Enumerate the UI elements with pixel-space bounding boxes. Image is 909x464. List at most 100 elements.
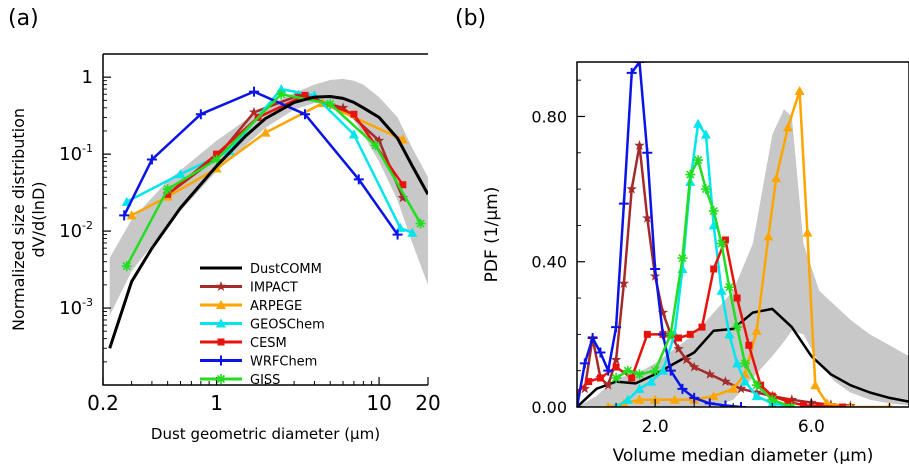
data-point-giss [685,169,696,180]
y-tick-base: 10 [59,298,82,319]
y-tick-exponent: -2 [82,219,93,232]
x-tick-label: 1 [210,391,223,415]
data-point-giss [634,369,645,380]
data-point-wrfchem [579,358,590,369]
data-point-cesm [596,374,604,382]
data-point-arpege [260,127,271,137]
data-point-cesm [585,378,593,386]
data-point-giss [415,218,426,229]
legend-marker-arpege [216,300,226,309]
data-point-cesm [800,401,808,407]
plot-area [108,78,428,349]
data-point-cesm [301,91,309,99]
data-point-wrfchem [299,109,310,120]
data-point-arpege [763,231,774,241]
y-tick-base: 0.40 [531,253,567,272]
data-point-giss [740,358,750,369]
data-point-geoschem [224,145,235,155]
data-point-impact [337,102,349,113]
data-point-wrfchem [642,147,653,158]
data-point-geoschem [175,169,186,179]
y-tick-label: 10-3 [59,296,93,319]
panel-b-chart: 2.0 6.0 0.00 0.40 0.80 Volume median diameter… [482,61,909,464]
data-point-impact [618,278,630,288]
data-point-giss [211,154,222,165]
data-point-impact [373,135,385,145]
data-point-wrfchem [634,62,645,67]
data-point-geoschem [700,129,711,139]
data-point-impact [704,368,715,379]
x-tick-label: 6.0 [798,417,825,437]
data-point-cesm [164,190,172,198]
series-line-cesm [166,94,404,196]
y-tick-base: 0.00 [531,398,567,417]
data-point-wrfchem [249,86,260,97]
legend-marker-geoschem [216,318,226,328]
y-tick-label: 0.40 [531,253,567,272]
data-point-geoschem [732,358,743,368]
data-point-geoschem [708,220,719,230]
y-tick-base: 1 [82,67,93,88]
data-point-arpege [728,383,739,393]
data-point-arpege [669,394,680,404]
data-point-giss [732,322,743,333]
data-point-cesm [839,403,847,407]
data-point-cesm [350,110,358,118]
data-point-arpege [634,394,645,404]
y-axis-label-secondary: dV/d(lnD) [29,181,48,257]
data-point-geoschem [634,383,645,393]
data-point-giss [700,184,711,195]
data-point-wrfchem [626,67,637,78]
data-point-cesm [784,398,792,406]
data-point-giss [622,365,633,376]
x-axis-label: Volume median diameter (µm) [613,446,874,464]
legend-marker-wrfchem [216,355,226,366]
series-line-geoschem [126,87,413,234]
data-point-cesm [710,265,718,273]
data-point-impact [673,343,684,354]
data-point-wrfchem [195,109,206,120]
legend: DustCOMM IMPACT ARPEGE GEOSChem CESM WRFChem G… [200,262,325,388]
data-point-giss [677,253,688,264]
data-point-impact [579,383,590,394]
data-point-wrfchem [650,264,661,274]
data-point-giss [716,238,727,249]
data-point-giss [650,365,661,376]
data-point-cesm [698,323,706,331]
data-point-geoschem [751,391,762,401]
legend-label-impact: IMPACT [250,281,298,296]
data-point-giss [724,282,735,293]
data-point-geoschem [657,365,668,375]
data-point-impact [657,307,669,317]
data-point-giss [325,98,336,109]
data-point-impact [397,192,409,203]
y-tick-base: 0.80 [531,107,567,126]
legend-label-wrfchem: WRFChem [250,355,317,370]
data-point-cesm [628,374,636,382]
legend-label-geoschem: GEOSChem [250,318,325,333]
data-point-wrfchem [146,154,157,165]
data-point-giss [708,205,719,216]
data-point-cesm [612,363,620,371]
data-point-arpege [771,173,782,183]
x-axis-label: Dust geometric diameter (µm) [151,425,380,443]
data-point-impact [735,383,747,394]
legend-marker-giss [216,374,226,384]
data-point-arpege [605,402,612,407]
legend-label-dustcomm: DustCOMM [250,262,322,277]
data-point-geoschem [693,118,704,128]
data-point-impact [642,212,653,223]
data-point-cesm [643,330,651,338]
panel-a-label: (a) [8,6,39,31]
data-point-cesm [213,150,221,158]
data-point-cesm [675,334,683,342]
data-point-giss [370,140,381,151]
data-point-impact [688,361,700,372]
data-point-wrfchem [595,347,606,358]
data-point-wrfchem [720,400,731,407]
data-point-arpege [794,86,805,96]
legend-label-arpege: ARPEGE [250,299,302,314]
y-tick-base: 10 [59,144,82,165]
data-point-impact [248,106,260,117]
data-point-wrfchem [353,174,364,185]
